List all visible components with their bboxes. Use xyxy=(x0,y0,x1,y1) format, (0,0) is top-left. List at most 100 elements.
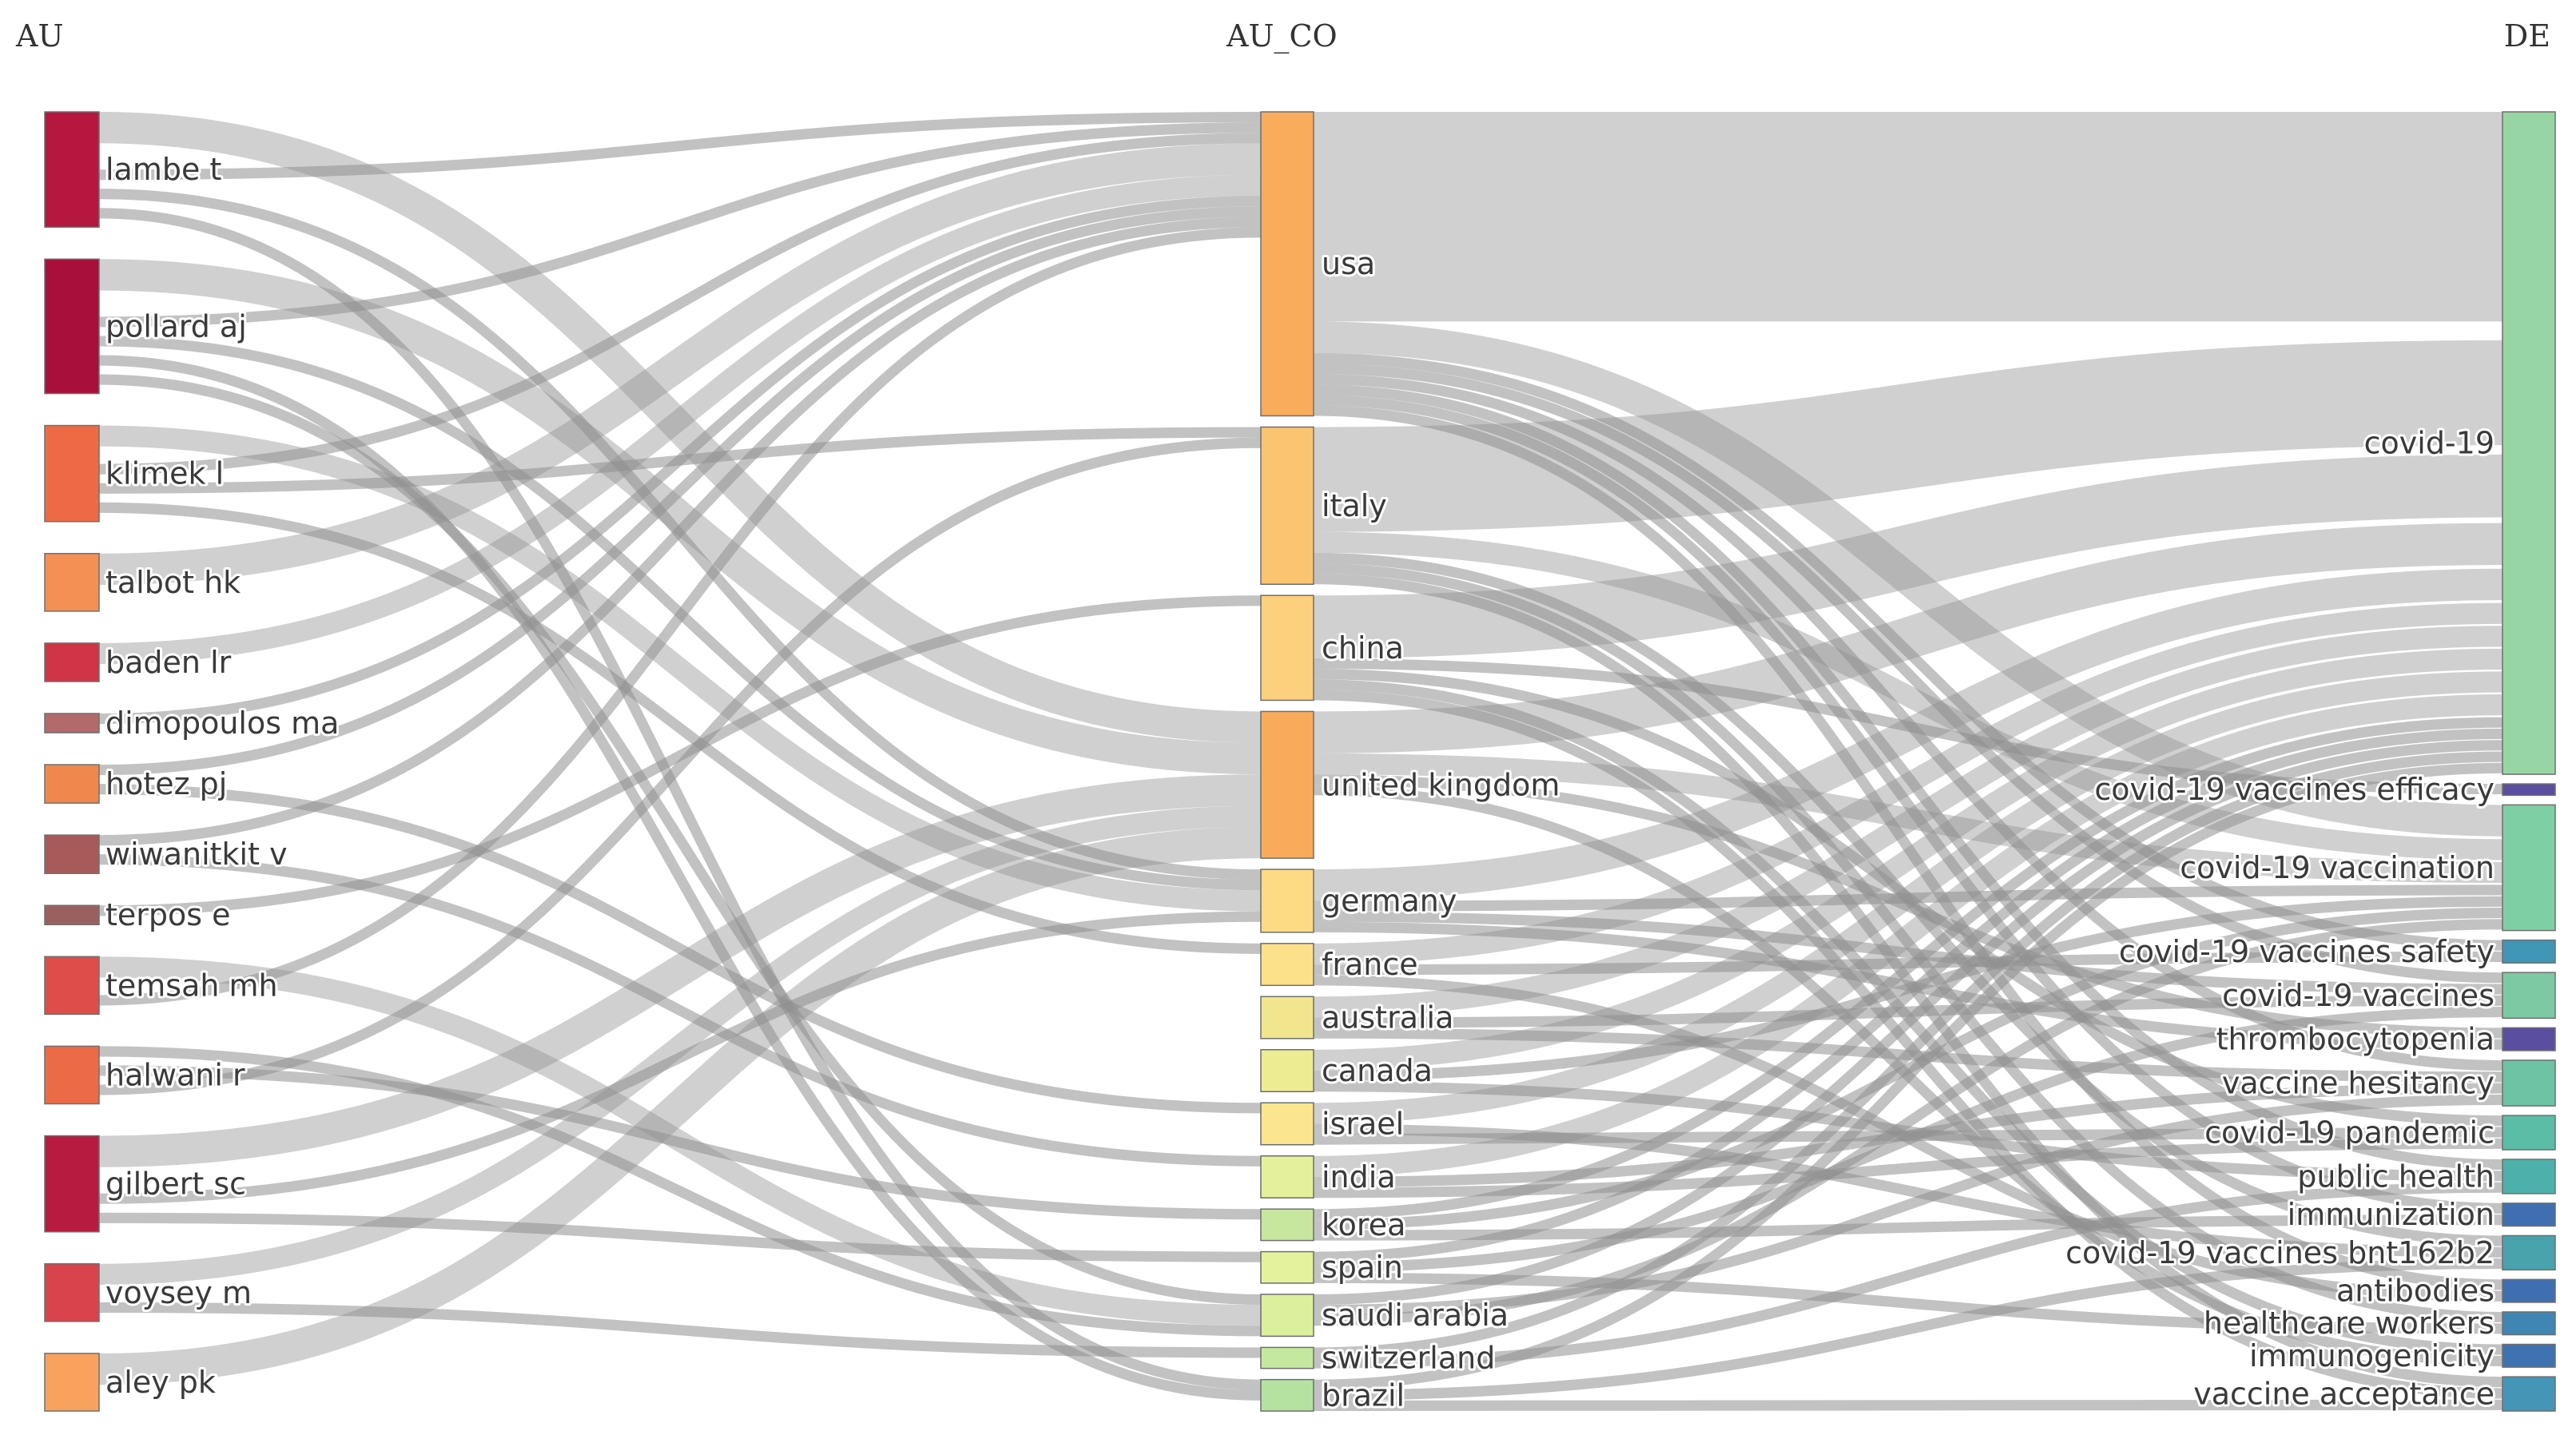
node-terpos-e[interactable] xyxy=(44,904,100,926)
link-au-co-gilbert-sc-to-germany[interactable] xyxy=(98,911,1262,1204)
link-co-de-israel-to-covid-19[interactable] xyxy=(1313,671,2503,1124)
link-co-de-china-to-vaccine-acceptance[interactable] xyxy=(1313,690,2503,1399)
node-halwani-r[interactable] xyxy=(44,1045,100,1105)
link-au-co-halwani-r-to-korea[interactable] xyxy=(98,1065,1262,1220)
link-co-de-china-to-covid-19[interactable] xyxy=(1313,454,2503,658)
node-switzerland[interactable] xyxy=(1260,1346,1314,1369)
node-klimek-l[interactable] xyxy=(44,424,100,523)
node-covid-19-vaccines[interactable] xyxy=(2502,972,2556,1020)
link-co-de-brazil-to-covid-19[interactable] xyxy=(1313,762,2503,1390)
node-hotez-pj[interactable] xyxy=(44,764,100,804)
link-co-de-united-kingdom-to-thrombocytopenia[interactable] xyxy=(1313,774,2503,1039)
link-au-co-klimek-l-to-france[interactable] xyxy=(98,502,1262,954)
link-au-co-pollard-aj-to-usa[interactable] xyxy=(98,122,1262,328)
link-au-co-lambe-t-to-united-kingdom[interactable] xyxy=(98,112,1262,743)
node-brazil[interactable] xyxy=(1260,1378,1314,1412)
link-au-co-terpos-e-to-china[interactable] xyxy=(98,595,1262,916)
node-israel[interactable] xyxy=(1260,1102,1314,1146)
node-usa[interactable] xyxy=(1260,111,1314,417)
node-covid-19-vaccines-bnt162b2[interactable] xyxy=(2502,1234,2556,1271)
link-co-de-germany-to-covid-19[interactable] xyxy=(1313,568,2503,901)
node-covid-19[interactable] xyxy=(2502,111,2556,775)
link-au-co-hotez-pj-to-usa[interactable] xyxy=(98,206,1262,776)
link-au-co-voysey-m-to-united-kingdom[interactable] xyxy=(98,805,1262,1285)
node-vaccine-acceptance[interactable] xyxy=(2502,1376,2556,1412)
node-temsah-mh[interactable] xyxy=(44,956,100,1016)
link-co-de-saudi-arabia-to-covid-19-vaccination[interactable] xyxy=(1313,919,2503,1326)
link-au-co-baden-lr-to-usa[interactable] xyxy=(98,174,1262,665)
node-thrombocytopenia[interactable] xyxy=(2502,1027,2556,1051)
node-australia[interactable] xyxy=(1260,996,1314,1039)
link-co-de-usa-to-immunization[interactable] xyxy=(1313,395,2503,1214)
node-gilbert-sc[interactable] xyxy=(44,1135,100,1233)
link-co-de-saudi-arabia-to-covid-19[interactable] xyxy=(1313,740,2503,1306)
link-au-co-talbot-hk-to-usa[interactable] xyxy=(98,143,1262,586)
link-au-co-gilbert-sc-to-united-kingdom[interactable] xyxy=(98,774,1262,1167)
node-aley-pk[interactable] xyxy=(44,1353,100,1412)
node-public-health[interactable] xyxy=(2502,1159,2556,1195)
node-lambe-t[interactable] xyxy=(44,111,100,229)
node-dimopoulos-ma[interactable] xyxy=(44,713,100,733)
link-au-co-pollard-aj-to-brazil[interactable] xyxy=(98,355,1262,1401)
node-healthcare-workers[interactable] xyxy=(2502,1311,2556,1336)
link-co-de-korea-to-covid-19[interactable] xyxy=(1313,717,2503,1220)
link-au-co-dimopoulos-ma-to-usa[interactable] xyxy=(98,195,1262,725)
link-au-co-gilbert-sc-to-spain[interactable] xyxy=(98,1212,1262,1262)
link-au-co-halwani-r-to-italy[interactable] xyxy=(98,437,1262,1095)
node-immunization[interactable] xyxy=(2502,1202,2556,1227)
node-united-kingdom[interactable] xyxy=(1260,710,1314,859)
node-saudi-arabia[interactable] xyxy=(1260,1294,1314,1338)
node-baden-lr[interactable] xyxy=(44,642,100,682)
link-au-co-aley-pk-to-united-kingdom[interactable] xyxy=(98,826,1262,1385)
node-voysey-m[interactable] xyxy=(44,1262,100,1322)
link-au-co-pollard-aj-to-saudi-arabia[interactable] xyxy=(98,374,1262,1306)
link-au-co-halwani-r-to-saudi-arabia[interactable] xyxy=(98,1046,1262,1337)
link-co-de-germany-to-covid-19-vaccination[interactable] xyxy=(1313,884,2503,912)
link-co-de-united-kingdom-to-covid-19-vaccination[interactable] xyxy=(1313,753,2503,884)
link-co-de-germany-to-covid-19-vaccines[interactable] xyxy=(1313,911,2503,995)
link-co-de-spain-to-covid-19-vaccines[interactable] xyxy=(1313,1007,2503,1273)
link-co-de-korea-to-immunization[interactable] xyxy=(1313,1214,2503,1241)
node-china[interactable] xyxy=(1260,594,1314,702)
link-co-de-australia-to-covid-19[interactable] xyxy=(1313,626,2503,1018)
link-au-co-voysey-m-to-switzerland[interactable] xyxy=(98,1302,1262,1358)
link-co-de-united-kingdom-to-covid-19[interactable] xyxy=(1313,523,2503,753)
node-covid-19-vaccines-safety[interactable] xyxy=(2502,939,2556,964)
node-wiwanitkit-v[interactable] xyxy=(44,834,100,874)
link-co-de-india-to-covid-19[interactable] xyxy=(1313,694,2503,1177)
node-covid-19-vaccination[interactable] xyxy=(2502,804,2556,932)
node-spain[interactable] xyxy=(1260,1250,1314,1284)
node-pollard-aj[interactable] xyxy=(44,258,100,395)
link-co-de-korea-to-covid-19-vaccination[interactable] xyxy=(1313,908,2503,1230)
link-co-de-spain-to-covid-19[interactable] xyxy=(1313,728,2503,1262)
link-au-co-klimek-l-to-germany[interactable] xyxy=(98,425,1262,912)
link-co-de-france-to-covid-19[interactable] xyxy=(1313,602,2503,965)
node-covid-19-pandemic[interactable] xyxy=(2502,1115,2556,1151)
node-germany[interactable] xyxy=(1260,869,1314,933)
link-au-co-hotez-pj-to-israel[interactable] xyxy=(98,784,1262,1114)
link-co-de-italy-to-covid-19[interactable] xyxy=(1313,340,2503,532)
node-covid-19-vaccines-efficacy[interactable] xyxy=(2502,783,2556,797)
link-co-de-canada-to-covid-19[interactable] xyxy=(1313,648,2503,1071)
node-korea[interactable] xyxy=(1260,1208,1314,1242)
link-au-co-klimek-l-to-usa[interactable] xyxy=(98,133,1262,475)
link-co-de-italy-to-covid-19-vaccination[interactable] xyxy=(1313,531,2503,861)
node-canada[interactable] xyxy=(1260,1049,1314,1093)
link-au-co-wiwanitkit-v-to-india[interactable] xyxy=(98,854,1262,1167)
link-co-de-spain-to-healthcare-workers[interactable] xyxy=(1313,1272,2503,1334)
link-au-co-temsah-mh-to-usa[interactable] xyxy=(98,227,1262,1006)
link-co-de-australia-to-covid-19-vaccines[interactable] xyxy=(1313,995,2503,1028)
node-immunogenicity[interactable] xyxy=(2502,1343,2556,1368)
node-antibodies[interactable] xyxy=(2502,1278,2556,1303)
node-india[interactable] xyxy=(1260,1155,1314,1198)
link-co-de-usa-to-covid-19-vaccines[interactable] xyxy=(1313,363,2503,984)
link-co-de-brazil-to-covid-19-vaccines-bnt162b2[interactable] xyxy=(1313,1258,2503,1401)
node-france[interactable] xyxy=(1260,943,1314,987)
node-talbot-hk[interactable] xyxy=(44,553,100,612)
link-au-co-wiwanitkit-v-to-usa[interactable] xyxy=(98,217,1262,846)
node-vaccine-hesitancy[interactable] xyxy=(2502,1059,2556,1107)
node-italy[interactable] xyxy=(1260,426,1314,585)
link-au-co-lambe-t-to-usa[interactable] xyxy=(98,112,1262,181)
link-co-de-switzerland-to-covid-19[interactable] xyxy=(1313,751,2503,1358)
link-co-de-usa-to-antibodies[interactable] xyxy=(1313,405,2503,1290)
